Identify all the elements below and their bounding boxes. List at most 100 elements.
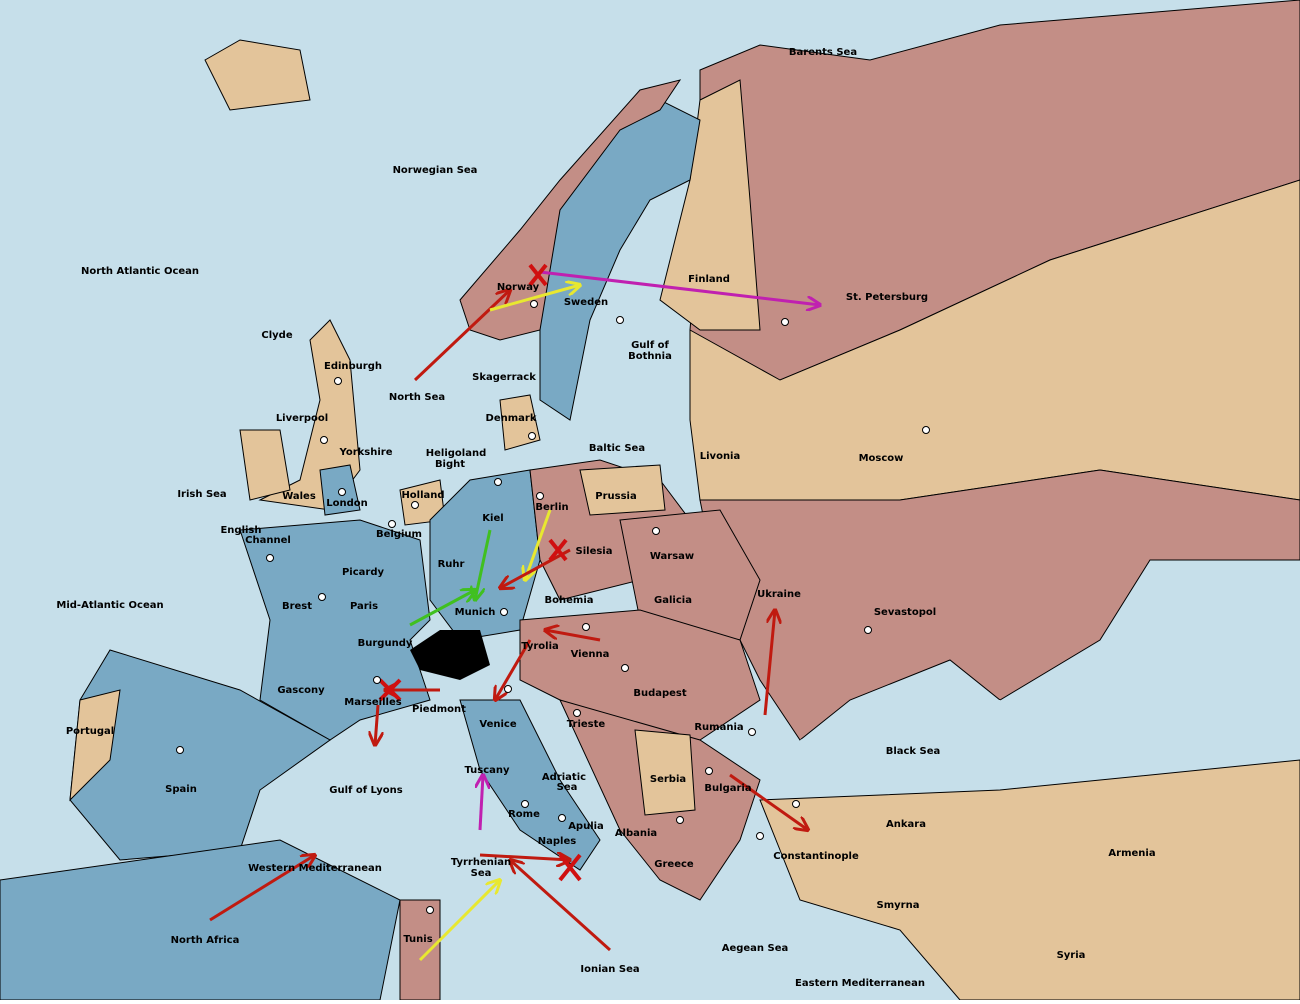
territory-label[interactable]: English xyxy=(220,525,261,536)
territory-label[interactable]: Munich xyxy=(455,607,496,618)
territory-label[interactable]: Belgium xyxy=(376,529,422,540)
territory-label[interactable]: Ruhr xyxy=(438,559,465,570)
territory-label[interactable]: Gulf of xyxy=(631,340,669,351)
supply-center xyxy=(176,746,184,754)
territory-label[interactable]: Budapest xyxy=(633,688,687,699)
territory-label[interactable]: Tunis xyxy=(403,934,432,945)
territory-label[interactable]: Ionian Sea xyxy=(580,964,639,975)
territory-label[interactable]: Brest xyxy=(282,601,312,612)
territory-label[interactable]: Marseilles xyxy=(344,697,401,708)
territory-label[interactable]: St. Petersburg xyxy=(846,292,928,303)
territory-label[interactable]: Prussia xyxy=(595,491,636,502)
territory-label[interactable]: Picardy xyxy=(342,567,385,578)
supply-center xyxy=(536,492,544,500)
territory-label[interactable]: Portugal xyxy=(66,726,114,737)
supply-center xyxy=(792,800,800,808)
territory-label[interactable]: Liverpool xyxy=(276,413,328,424)
territory-label[interactable]: Wales xyxy=(282,491,316,502)
supply-center xyxy=(494,478,502,486)
territory-label[interactable]: Yorkshire xyxy=(339,447,393,458)
territory-label[interactable]: Berlin xyxy=(535,502,568,513)
territory-label[interactable]: Syria xyxy=(1057,950,1086,961)
territory-label[interactable]: Sea xyxy=(471,868,492,879)
supply-center xyxy=(266,554,274,562)
territory-label[interactable]: Piedmont xyxy=(412,704,466,715)
territory-label[interactable]: Black Sea xyxy=(886,746,941,757)
territory-label[interactable]: Silesia xyxy=(576,546,613,557)
territory-label[interactable]: Venice xyxy=(479,719,516,730)
supply-center xyxy=(558,814,566,822)
territory-label[interactable]: Clyde xyxy=(261,330,292,341)
territory-label[interactable]: Armenia xyxy=(1108,848,1155,859)
territory-label[interactable]: Bohemia xyxy=(545,595,594,606)
territory-label[interactable]: London xyxy=(326,498,368,509)
territory-label[interactable]: North Atlantic Ocean xyxy=(81,266,199,277)
territory-label[interactable]: Rome xyxy=(508,809,540,820)
labels: Barents Sea Norwegian Sea North Atlantic O… xyxy=(56,47,1155,989)
supply-center xyxy=(500,608,508,616)
territory-label[interactable]: Apulia xyxy=(568,821,604,832)
territory-label[interactable]: Tyrolia xyxy=(521,641,559,652)
territory-label[interactable]: Ankara xyxy=(886,819,926,830)
territory-label[interactable]: Heligoland xyxy=(426,448,487,459)
territory-label[interactable]: Warsaw xyxy=(650,551,694,562)
territory-label[interactable]: Gascony xyxy=(277,685,325,696)
territory-label[interactable]: Naples xyxy=(538,836,576,847)
supply-center xyxy=(334,377,342,385)
territory-label[interactable]: Barents Sea xyxy=(789,47,857,58)
supply-center xyxy=(676,816,684,824)
territory-label[interactable]: Irish Sea xyxy=(177,489,226,500)
territory-label[interactable]: Bulgaria xyxy=(704,783,751,794)
supply-center xyxy=(530,300,538,308)
supply-center xyxy=(573,709,581,717)
supply-center xyxy=(373,676,381,684)
territory-label[interactable]: Mid-Atlantic Ocean xyxy=(56,600,163,611)
territory-label[interactable]: Vienna xyxy=(571,649,610,660)
supply-center xyxy=(748,728,756,736)
territory-label[interactable]: Holland xyxy=(401,490,444,501)
territory-label[interactable]: Finland xyxy=(688,274,730,285)
territory-label[interactable]: Rumania xyxy=(694,722,743,733)
supply-center xyxy=(582,623,590,631)
territory-label[interactable]: Gulf of Lyons xyxy=(329,785,402,796)
territory-label[interactable]: Bothnia xyxy=(628,351,672,362)
territory-label[interactable]: Edinburgh xyxy=(324,361,382,372)
territory-label[interactable]: Ukraine xyxy=(757,589,801,600)
territory-label[interactable]: North Sea xyxy=(389,392,445,403)
territory-label[interactable]: Tyrrhenian xyxy=(451,857,511,868)
supply-center xyxy=(388,520,396,528)
territory-label[interactable]: Sea xyxy=(557,782,578,793)
territory-label[interactable]: Denmark xyxy=(486,413,537,424)
territory-label[interactable]: Baltic Sea xyxy=(589,443,645,454)
territory-label[interactable]: North Africa xyxy=(171,935,240,946)
territory-label[interactable]: Channel xyxy=(245,535,291,546)
territory-label[interactable]: Burgundy xyxy=(358,638,413,649)
territory-label[interactable]: Livonia xyxy=(700,451,740,462)
territory-label[interactable]: Constantinople xyxy=(773,851,859,862)
territory-label[interactable]: Bight xyxy=(435,459,465,470)
territory-label[interactable]: Greece xyxy=(654,859,694,870)
territory-label[interactable]: Serbia xyxy=(650,774,686,785)
territory-label[interactable]: Adriatic xyxy=(542,772,586,783)
territory-label[interactable]: Moscow xyxy=(859,453,904,464)
supply-center xyxy=(781,318,789,326)
territory-label[interactable]: Tuscany xyxy=(464,765,510,776)
territory-label[interactable]: Albania xyxy=(615,828,657,839)
territory-label[interactable]: Smyrna xyxy=(877,900,920,911)
territory-label[interactable]: Skagerrack xyxy=(472,372,536,383)
territory-label[interactable]: Aegean Sea xyxy=(722,943,789,954)
territory-label[interactable]: Kiel xyxy=(482,513,503,524)
territory-label[interactable]: Norway xyxy=(497,282,540,293)
territory-label[interactable]: Western Mediterranean xyxy=(248,863,382,874)
territory-label[interactable]: Sevastopol xyxy=(874,607,936,618)
supply-center xyxy=(616,316,624,324)
territory-label[interactable]: Eastern Mediterranean xyxy=(795,978,925,989)
territory-label[interactable]: Paris xyxy=(350,601,378,612)
supply-center xyxy=(922,426,930,434)
territory-label[interactable]: Sweden xyxy=(564,297,608,308)
territory-label[interactable]: Norwegian Sea xyxy=(393,165,478,176)
territory-label[interactable]: Spain xyxy=(165,784,197,795)
supply-center xyxy=(426,906,434,914)
territory-label[interactable]: Trieste xyxy=(567,719,606,730)
territory-label[interactable]: Galicia xyxy=(654,595,692,606)
